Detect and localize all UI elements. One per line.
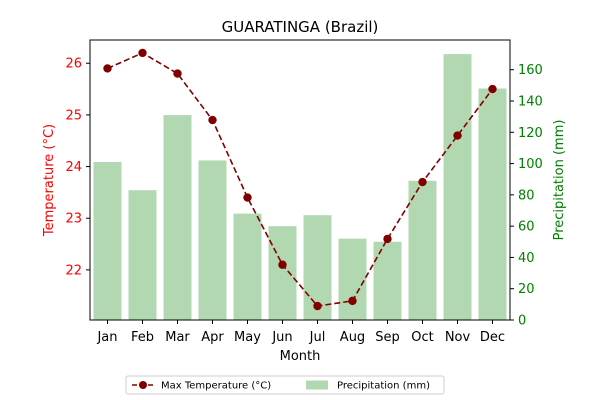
x-tick-label: Sep — [375, 330, 400, 345]
x-tick-label: Nov — [445, 330, 471, 345]
temperature-point-oct — [418, 177, 427, 187]
x-tick-label: May — [234, 330, 261, 345]
y-left-tick-label: 23 — [65, 212, 82, 227]
bar-jun — [268, 226, 297, 320]
temperature-point-may — [243, 193, 252, 202]
temperature-point-apr — [208, 115, 217, 125]
legend-bar-swatch — [306, 380, 328, 390]
temperature-point-aug — [348, 296, 357, 306]
y-right-tick-label: 100 — [518, 157, 543, 172]
x-tick-label: Jul — [309, 330, 326, 345]
y-axis-right: 0 20 40 60 80 100 120 140 160 — [510, 63, 543, 329]
bar-apr — [198, 160, 227, 320]
legend-line-marker — [139, 381, 147, 389]
y-left-tick-label: 22 — [65, 263, 82, 278]
x-tick-label: Jan — [96, 330, 117, 345]
bars-layer — [93, 54, 507, 320]
temperature-point-jan — [103, 64, 112, 73]
bar-dec — [478, 88, 507, 320]
bar-sep — [373, 241, 402, 320]
x-tick-label: Jun — [271, 330, 292, 345]
y-left-tick-label: 25 — [65, 108, 82, 123]
line-layer — [103, 48, 497, 311]
y-right-tick-label: 20 — [518, 282, 535, 297]
bar-nov — [443, 54, 472, 320]
legend-item-precipitation: Precipitation (mm) — [337, 381, 430, 392]
x-tick-label: Apr — [201, 330, 224, 345]
legend-frame — [125, 375, 445, 395]
x-tick-label: Mar — [165, 330, 190, 345]
legend: Max Temperature (°C) Precipitation (mm) — [125, 375, 445, 395]
bar-may — [233, 213, 262, 320]
bar-feb — [128, 190, 157, 320]
chart-title: GUARATINGA (Brazil) — [222, 18, 379, 36]
temperature-line — [107, 52, 494, 307]
temperature-point-feb — [138, 48, 147, 58]
y-left-tick-label: 24 — [65, 160, 82, 175]
x-axis-label: Month — [280, 349, 321, 364]
y-left-tick-label: 26 — [65, 57, 82, 72]
x-axis: Jan Feb Mar Apr May Jun Jul Aug Sep Oct Nov Dec — [96, 320, 505, 345]
y-right-tick-label: 60 — [518, 220, 535, 235]
temperature-point-mar — [173, 69, 182, 78]
x-tick-label: Feb — [131, 330, 154, 345]
y-right-tick-label: 0 — [518, 314, 526, 329]
bar-jan — [93, 162, 122, 320]
bar-mar — [163, 115, 192, 320]
y-axis-right-label: Precipitation (mm) — [552, 120, 567, 241]
x-tick-label: Dec — [480, 330, 505, 345]
temperature-point-dec — [488, 84, 497, 94]
y-axis-left-label: Temperature (°C) — [42, 124, 57, 237]
bar-aug — [338, 238, 367, 320]
y-right-tick-label: 160 — [518, 63, 543, 78]
temperature-point-sep — [383, 234, 392, 244]
y-right-tick-label: 120 — [518, 126, 543, 141]
temperature-point-nov — [453, 131, 462, 140]
y-right-tick-label: 140 — [518, 95, 543, 110]
y-right-tick-label: 40 — [518, 251, 535, 266]
y-axis-left: 22 23 24 25 26 — [65, 57, 90, 278]
y-right-tick-label: 80 — [518, 188, 535, 203]
plot-frame — [89, 39, 511, 321]
x-tick-label: Oct — [411, 330, 433, 345]
bar-oct — [408, 180, 437, 320]
temperature-point-jun — [278, 260, 287, 269]
x-tick-label: Aug — [340, 330, 365, 345]
temperature-point-jul — [313, 301, 322, 311]
legend-item-temperature: Max Temperature (°C) — [161, 381, 271, 392]
